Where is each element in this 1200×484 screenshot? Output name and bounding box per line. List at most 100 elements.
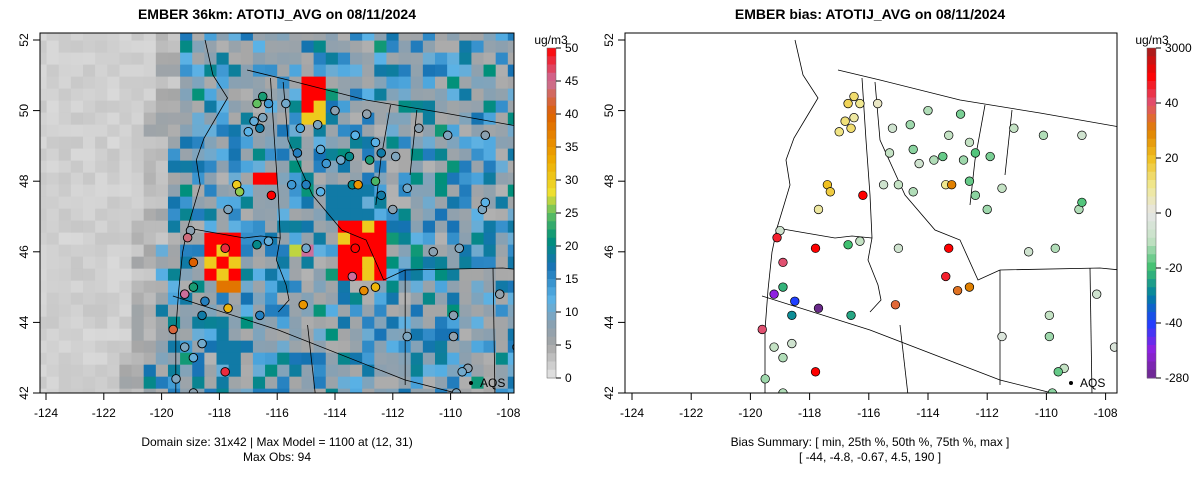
bias-marker xyxy=(855,236,865,246)
grid-cell xyxy=(204,268,218,281)
grid-cell xyxy=(131,280,145,293)
obs-marker xyxy=(179,289,190,299)
grid-cell xyxy=(313,232,327,245)
grid-cell xyxy=(40,388,48,393)
grid-cell xyxy=(40,340,48,353)
grid-cell xyxy=(374,376,388,389)
grid-cell xyxy=(422,184,436,197)
bias-marker xyxy=(849,113,859,123)
grid-cell xyxy=(507,172,514,185)
grid-cell xyxy=(350,388,363,393)
grid-cell xyxy=(82,244,96,257)
bias-marker xyxy=(944,243,954,253)
grid-cell xyxy=(216,328,230,341)
grid-cell xyxy=(240,148,254,161)
grid-cell xyxy=(167,244,181,257)
grid-cell xyxy=(386,340,400,353)
grid-cell xyxy=(192,64,205,77)
colorbar-segment xyxy=(547,262,556,272)
obs-marker xyxy=(312,119,323,130)
grid-cell xyxy=(350,196,363,209)
grid-cell xyxy=(483,100,497,113)
bias-marker xyxy=(772,233,782,243)
grid-cell xyxy=(252,340,266,353)
obs-marker xyxy=(188,388,199,393)
grid-cell xyxy=(434,172,448,185)
grid-cell xyxy=(277,316,290,329)
grid-cell xyxy=(289,364,303,377)
grid-cell xyxy=(350,328,363,341)
obs-marker xyxy=(197,338,207,349)
grid-cell xyxy=(289,304,303,317)
grid-cell xyxy=(374,268,388,281)
grid-cell xyxy=(82,52,96,65)
grid-cell xyxy=(459,208,473,221)
y-tick-label: 48 xyxy=(17,174,31,188)
grid-cell xyxy=(422,208,436,221)
grid-cell xyxy=(301,136,315,149)
grid-cell xyxy=(204,136,218,149)
grid-cell xyxy=(107,148,121,161)
grid-cell xyxy=(240,280,254,293)
grid-cell xyxy=(386,184,400,197)
grid-cell xyxy=(131,352,145,365)
grid-cell xyxy=(167,88,181,101)
grid-cell xyxy=(180,196,193,209)
colorbar-segment xyxy=(547,138,556,148)
x-tick-label: -116 xyxy=(266,406,289,420)
grid-cell xyxy=(58,136,72,149)
grid-cell xyxy=(167,364,181,377)
obs-marker xyxy=(494,289,505,299)
grid-cell xyxy=(459,268,473,281)
grid-cell xyxy=(95,220,108,233)
grid-cell xyxy=(495,76,509,89)
grid-cell xyxy=(228,112,242,125)
grid-cell xyxy=(301,40,315,53)
grid-cell xyxy=(131,52,145,65)
grid-cell xyxy=(362,376,375,389)
grid-cell xyxy=(422,88,436,101)
grid-cell xyxy=(167,112,181,125)
grid-cell xyxy=(143,124,157,137)
grid-cell xyxy=(58,184,72,197)
grid-cell xyxy=(252,64,266,77)
colorbar-tick-label: 40 xyxy=(565,107,579,121)
grid-cell xyxy=(362,208,375,221)
bias-marker xyxy=(1044,331,1055,342)
grid-cell xyxy=(228,352,242,365)
grid-cell xyxy=(107,352,121,365)
grid-cell xyxy=(46,136,60,149)
obs-marker xyxy=(266,190,277,201)
grid-cell xyxy=(434,33,448,41)
grid-cell xyxy=(228,33,242,41)
grid-cell xyxy=(350,40,363,53)
colorbar-segment xyxy=(1147,97,1156,107)
grid-cell xyxy=(350,76,363,89)
grid-cell xyxy=(119,328,133,341)
grid-cell xyxy=(386,280,400,293)
colorbar-segment xyxy=(547,72,556,82)
grid-cell xyxy=(58,364,72,377)
grid-cell xyxy=(82,136,96,149)
grid-cell xyxy=(289,220,303,233)
grid-cell xyxy=(423,16,436,29)
grid-cell xyxy=(265,280,278,293)
grid-cell xyxy=(410,196,424,209)
grid-cell xyxy=(46,376,60,389)
colorbar-segment xyxy=(1147,188,1156,197)
grid-cell xyxy=(277,112,290,125)
colorbar-segment xyxy=(1147,138,1156,148)
grid-cell xyxy=(471,40,485,53)
bias-marker xyxy=(778,353,788,363)
bias-map-title: EMBER bias: ATOTIJ_AVG on 08/11/2024 xyxy=(735,6,1005,22)
grid-cell xyxy=(143,220,157,233)
grid-cell xyxy=(325,33,339,41)
grid-cell xyxy=(107,292,121,305)
grid-cell xyxy=(46,112,60,125)
grid-cell xyxy=(180,208,193,221)
colorbar-segment xyxy=(1147,336,1156,346)
grid-cell xyxy=(204,232,218,245)
bias-marker xyxy=(964,282,975,292)
colorbar-segment xyxy=(547,89,556,98)
grid-cell xyxy=(40,172,48,185)
